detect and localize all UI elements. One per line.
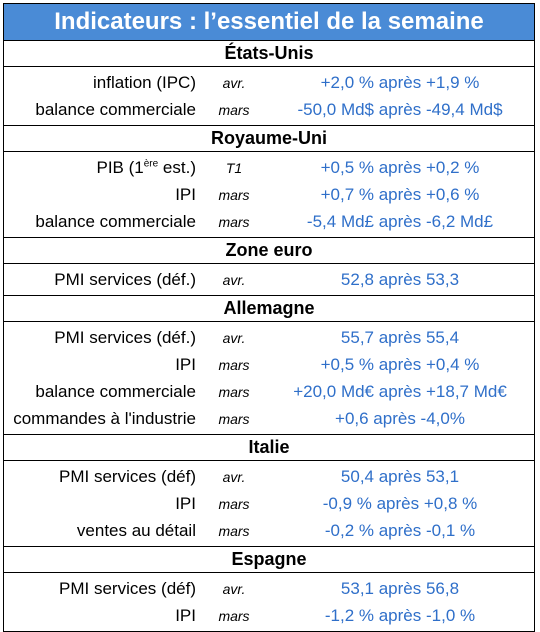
- section-rows: PMI services (déf) avr. 50,4 après 53,1 IPI…: [4, 461, 534, 546]
- indicator-period: mars: [218, 607, 250, 624]
- section: Espagne PMI services (déf) avr. 53,1 après …: [4, 547, 534, 631]
- indicator-period: avr.: [222, 271, 246, 288]
- indicator-label: balance commerciale: [35, 211, 196, 231]
- indicator-label: IPI: [175, 184, 196, 204]
- indicator-value: -1,2 % après -1,0 %: [324, 605, 476, 625]
- indicator-label: PMI services (déf.): [54, 327, 196, 347]
- indicator-label: PIB (1ère est.): [4, 158, 202, 178]
- indicator-value: 53,1 après 56,8: [340, 578, 460, 598]
- section: Royaume-Uni PIB (1ère est.) T1 +0,5 % après…: [4, 126, 534, 238]
- indicator-period: avr.: [222, 580, 246, 597]
- section: Zone euro PMI services (déf.) avr. 52,8 apr…: [4, 238, 534, 296]
- indicator-row: PMI services (déf.) avr. 52,8 après 53,3: [4, 266, 534, 293]
- indicator-value: -5,4 Md£ après -6,2 Md£: [306, 211, 494, 231]
- indicator-label: IPI: [175, 605, 196, 625]
- indicator-value: +0,7 % après +0,6 %: [320, 184, 480, 204]
- indicator-value: +0,5 % après +0,2 %: [320, 157, 480, 177]
- indicator-period: mars: [218, 495, 250, 512]
- indicator-value: 55,7 après 55,4: [340, 327, 460, 347]
- indicator-period: mars: [218, 383, 250, 400]
- indicator-row: PMI services (déf) avr. 50,4 après 53,1: [4, 463, 534, 490]
- section: Italie PMI services (déf) avr. 50,4 après 5…: [4, 435, 534, 547]
- indicator-row: IPI mars -1,2 % après -1,0 %: [4, 602, 534, 629]
- indicator-label: PMI services (déf): [59, 578, 196, 598]
- indicator-label-prefix: PIB (1: [96, 157, 144, 177]
- section-title: Zone euro: [4, 238, 534, 264]
- indicator-label: commandes à l'industrie: [13, 408, 196, 428]
- indicator-row: IPI mars +0,7 % après +0,6 %: [4, 181, 534, 208]
- section-title: Allemagne: [4, 296, 534, 322]
- section-rows: PMI services (déf) avr. 53,1 après 56,8 IPI…: [4, 573, 534, 631]
- indicator-row: PMI services (déf) avr. 53,1 après 56,8: [4, 575, 534, 602]
- indicator-row: balance commerciale mars -50,0 Md$ après -…: [4, 96, 534, 123]
- indicator-label: PMI services (déf): [59, 466, 196, 486]
- section-title: États-Unis: [4, 41, 534, 67]
- indicator-period: mars: [218, 410, 250, 427]
- indicator-row: IPI mars +0,5 % après +0,4 %: [4, 351, 534, 378]
- table-title: Indicateurs : l’essentiel de la semaine: [4, 4, 534, 41]
- indicator-row: PIB (1ère est.) T1 +0,5 % après +0,2 %: [4, 154, 534, 181]
- indicator-row: ventes au détail mars -0,2 % après -0,1 %: [4, 517, 534, 544]
- indicator-period: avr.: [222, 468, 246, 485]
- indicator-row: IPI mars -0,9 % après +0,8 %: [4, 490, 534, 517]
- section-title: Espagne: [4, 547, 534, 573]
- section-title: Royaume-Uni: [4, 126, 534, 152]
- indicator-label: balance commerciale: [35, 99, 196, 119]
- indicator-row: balance commerciale mars +20,0 Md€ après +…: [4, 378, 534, 405]
- indicator-period: mars: [218, 522, 250, 539]
- section-rows: PIB (1ère est.) T1 +0,5 % après +0,2 % IPI m…: [4, 152, 534, 237]
- section-title: Italie: [4, 435, 534, 461]
- indicator-value: -0,9 % après +0,8 %: [322, 493, 478, 513]
- section-rows: PMI services (déf.) avr. 52,8 après 53,3: [4, 264, 534, 295]
- section: États-Unis inflation (IPC) avr. +2,0 % aprè…: [4, 41, 534, 126]
- indicator-value: +0,5 % après +0,4 %: [320, 354, 480, 374]
- sections-container: États-Unis inflation (IPC) avr. +2,0 % aprè…: [4, 41, 534, 631]
- indicator-row: balance commerciale mars -5,4 Md£ après -6…: [4, 208, 534, 235]
- indicator-period: T1: [225, 159, 243, 176]
- indicator-value: -50,0 Md$ après -49,4 Md$: [297, 99, 503, 119]
- indicator-period: mars: [218, 101, 250, 118]
- indicator-period: mars: [218, 356, 250, 373]
- indicator-label: PMI services (déf.): [54, 269, 196, 289]
- indicator-label-superscript: ère: [143, 157, 159, 169]
- indicator-label: IPI: [175, 354, 196, 374]
- indicator-label: balance commerciale: [35, 381, 196, 401]
- indicator-value: +20,0 Md€ après +18,7 Md€: [293, 381, 507, 401]
- indicator-label: inflation (IPC): [93, 72, 196, 92]
- indicator-row: commandes à l'industrie mars +0,6 après -4…: [4, 405, 534, 432]
- section-rows: inflation (IPC) avr. +2,0 % après +1,9 % ba…: [4, 67, 534, 125]
- indicator-value: 50,4 après 53,1: [340, 466, 460, 486]
- indicator-row: inflation (IPC) avr. +2,0 % après +1,9 %: [4, 69, 534, 96]
- indicator-period: avr.: [222, 329, 246, 346]
- section-rows: PMI services (déf.) avr. 55,7 après 55,4 IP…: [4, 322, 534, 434]
- section: Allemagne PMI services (déf.) avr. 55,7 apr…: [4, 296, 534, 435]
- indicator-period: mars: [218, 186, 250, 203]
- indicator-row: PMI services (déf.) avr. 55,7 après 55,4: [4, 324, 534, 351]
- indicator-label-suffix: est.): [158, 157, 196, 177]
- indicator-label: IPI: [175, 493, 196, 513]
- indicator-label: ventes au détail: [76, 520, 196, 540]
- indicator-period: avr.: [222, 74, 246, 91]
- indicator-value: +0,6 après -4,0%: [335, 408, 465, 428]
- indicator-value: 52,8 après 53,3: [340, 269, 460, 289]
- indicator-value: -0,2 % après -0,1 %: [324, 520, 476, 540]
- indicators-table: Indicateurs : l’essentiel de la semaine …: [3, 3, 535, 632]
- indicator-period: mars: [218, 213, 250, 230]
- indicator-value: +2,0 % après +1,9 %: [320, 72, 480, 92]
